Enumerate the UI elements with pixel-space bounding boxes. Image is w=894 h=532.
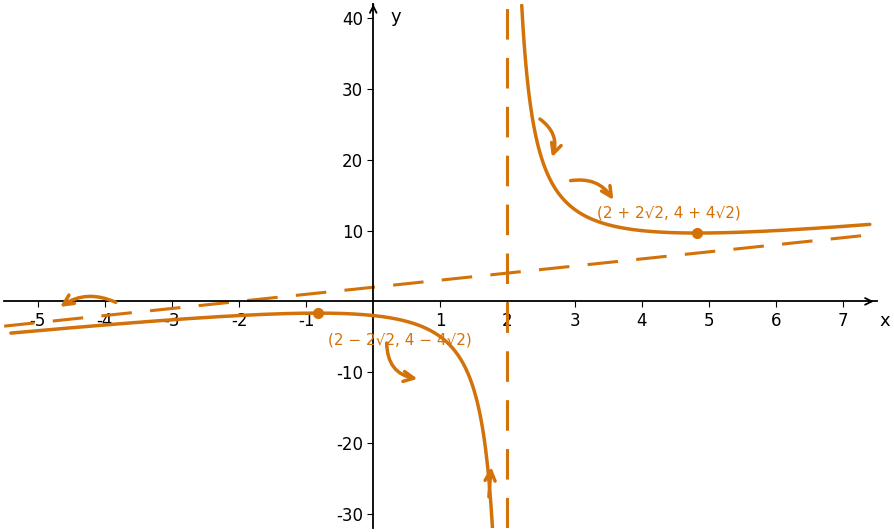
Text: (2 + 2√2, 4 + 4√2): (2 + 2√2, 4 + 4√2) — [596, 205, 740, 220]
Text: y: y — [390, 7, 401, 26]
Text: x: x — [880, 312, 890, 330]
Text: (2 − 2√2, 4 − 4√2): (2 − 2√2, 4 − 4√2) — [328, 333, 471, 348]
